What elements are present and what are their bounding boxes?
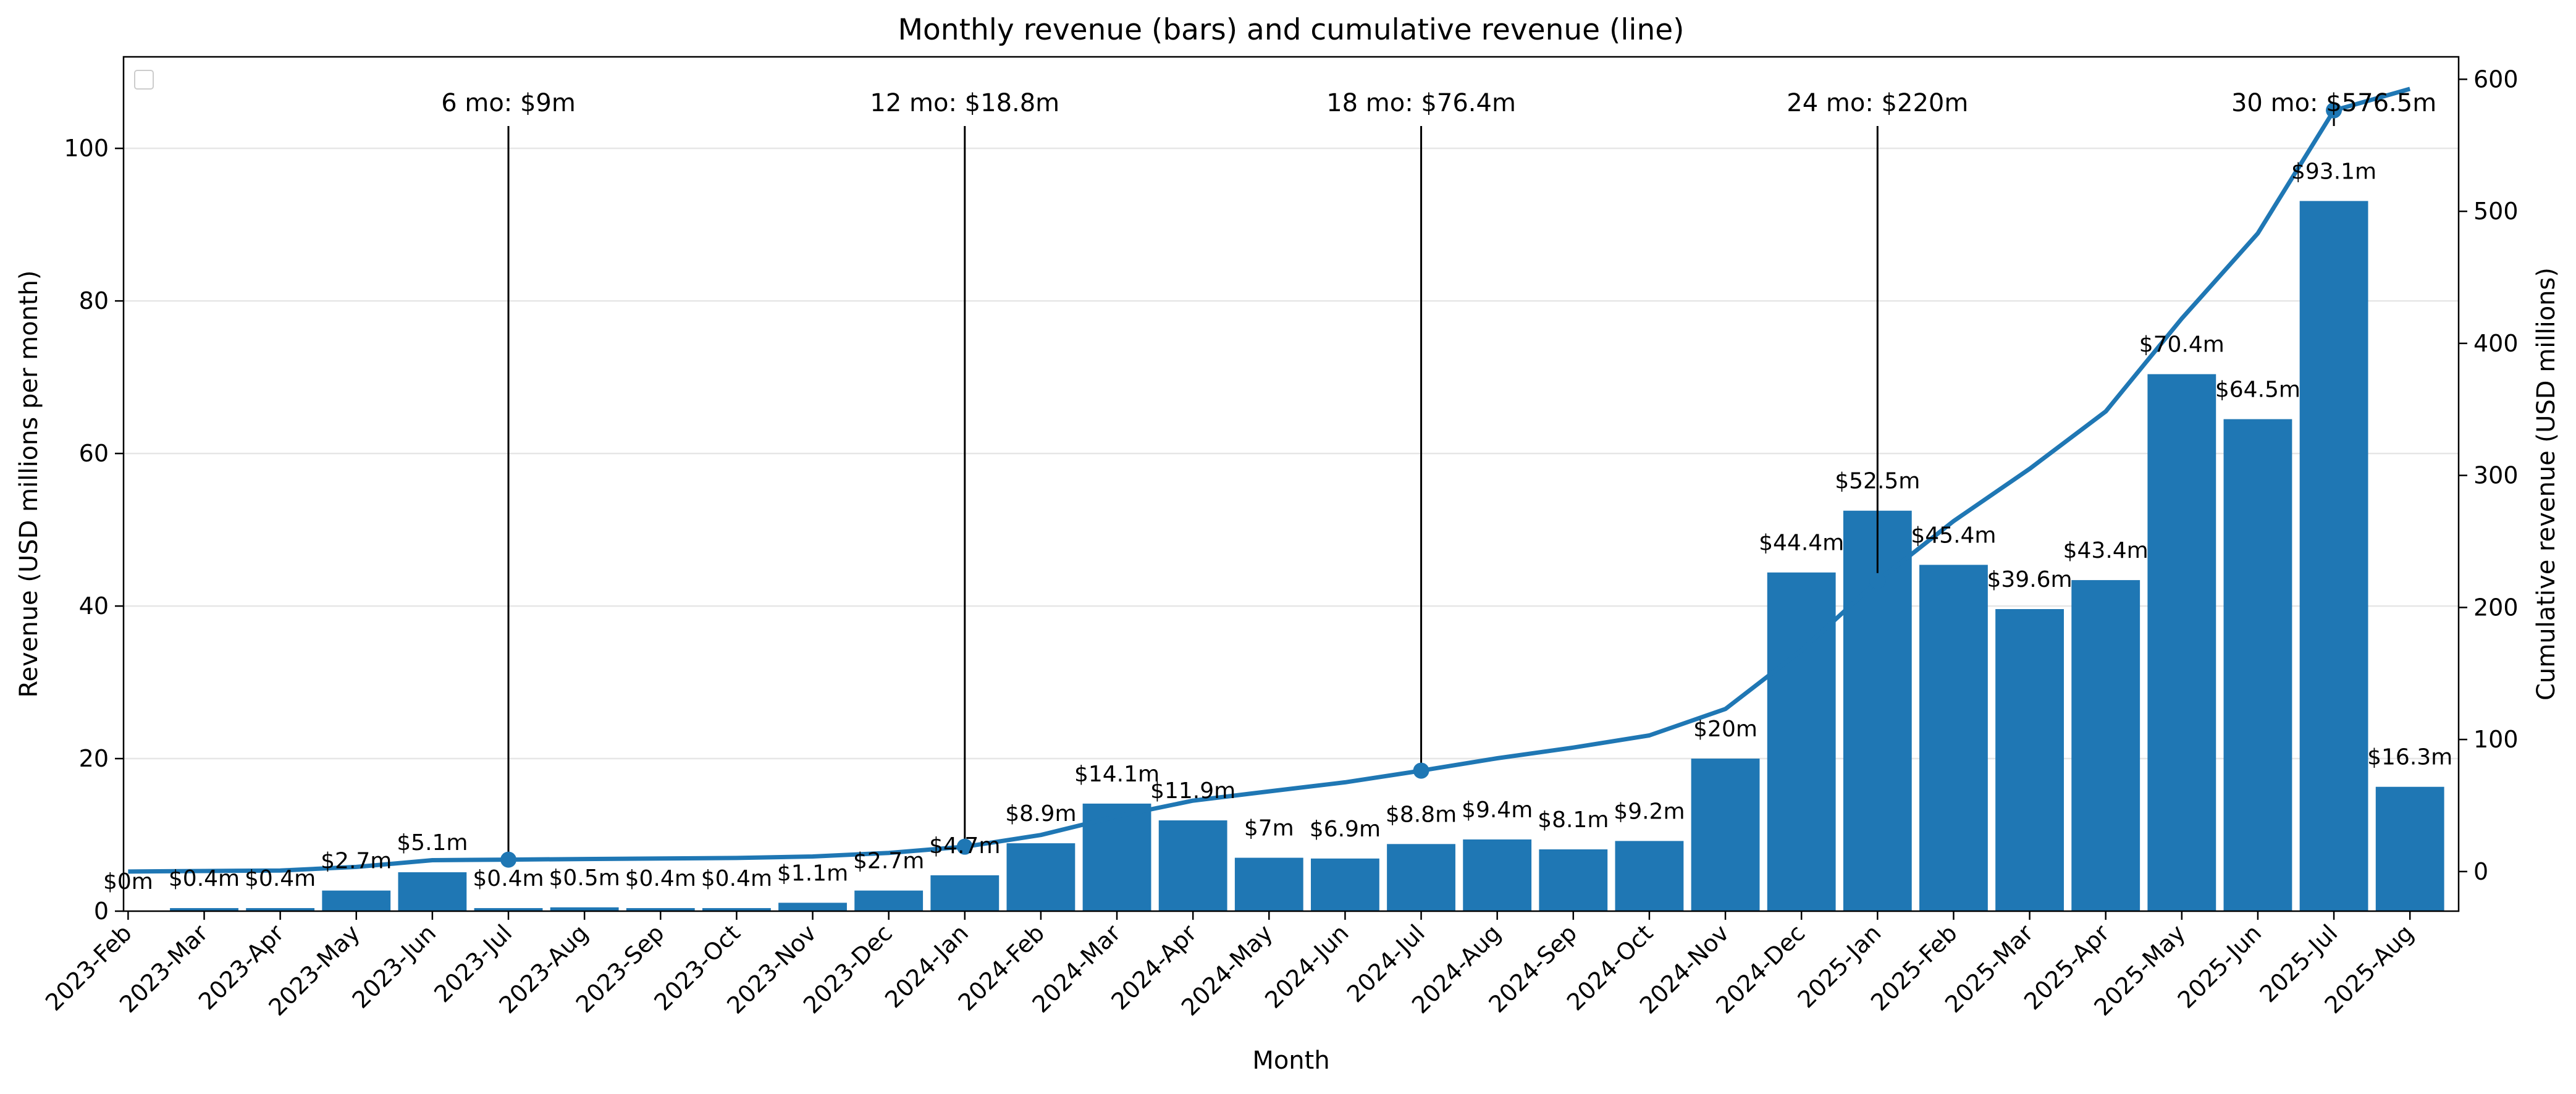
bar-2024-Oct — [1615, 841, 1684, 911]
bar-2024-Mar — [1082, 803, 1151, 911]
annotation-label: 30 mo: $576.5m — [2231, 89, 2436, 117]
bar-2025-Feb — [1919, 565, 1988, 911]
milestone-marker — [1413, 762, 1429, 779]
bar-2024-Jun — [1311, 858, 1379, 911]
bar-value-label: $43.4m — [2063, 538, 2149, 563]
y2-tick-label: 100 — [2473, 726, 2519, 753]
bar-2025-Apr — [2071, 580, 2140, 911]
bar-series — [170, 201, 2444, 912]
annotation-label: 24 mo: $220m — [1787, 89, 1968, 117]
bar-value-label: $39.6m — [1987, 567, 2072, 592]
bar-value-label: $11.9m — [1150, 778, 1235, 804]
bar-2025-Jun — [2223, 419, 2292, 911]
bar-2025-Mar — [1995, 609, 2064, 911]
y2-tick-label: 500 — [2473, 198, 2519, 225]
y-tick-label: 100 — [64, 135, 109, 162]
y2-axis-label: Cumulative revenue (USD millions) — [2532, 267, 2561, 701]
bar-2025-Aug — [2375, 786, 2444, 911]
y2-tick-label: 600 — [2473, 65, 2519, 93]
bar-2024-Feb — [1006, 843, 1075, 911]
bar-value-label: $0m — [103, 869, 153, 894]
annotation-label: 12 mo: $18.8m — [870, 89, 1059, 117]
milestone-marker — [1869, 573, 1886, 589]
bar-2025-May — [2147, 374, 2216, 911]
y-tick-label: 20 — [79, 745, 109, 772]
annotation-label: 6 mo: $9m — [441, 89, 576, 117]
x-axis-label: Month — [1252, 1046, 1329, 1075]
bar-value-label: $8.8m — [1386, 802, 1457, 827]
bar-value-label: $0.4m — [625, 866, 696, 891]
bar-value-label: $70.4m — [2139, 332, 2225, 358]
bar-value-label: $6.9m — [1310, 817, 1381, 842]
legend-box — [134, 70, 154, 90]
bar-value-label: $5.1m — [397, 830, 468, 856]
bar-value-label: $9.4m — [1462, 797, 1533, 823]
bar-value-label: $44.4m — [1759, 531, 1844, 556]
bar-value-label: $9.2m — [1614, 799, 1685, 824]
bar-value-label: $16.3m — [2367, 745, 2452, 770]
gridlines — [124, 147, 2459, 760]
bar-2023-Nov — [778, 903, 847, 911]
milestone-marker — [956, 838, 973, 855]
bar-2024-Aug — [1463, 839, 1532, 911]
bar-2023-Jun — [398, 872, 467, 911]
bar-value-label: $0.4m — [169, 866, 240, 891]
y-tick-label: 60 — [79, 440, 109, 467]
bar-value-label: $8.9m — [1005, 801, 1076, 827]
bar-value-label: $64.5m — [2215, 377, 2300, 403]
y2-tick-label: 200 — [2473, 594, 2519, 621]
chart-title: Monthly revenue (bars) and cumulative re… — [898, 13, 1685, 47]
bar-2023-Sep — [626, 908, 695, 911]
bar-2024-Jan — [930, 875, 1000, 911]
bar-value-label: $2.7m — [853, 849, 924, 874]
bar-value-label: $2.7m — [321, 849, 392, 874]
bar-value-label: $0.5m — [549, 865, 620, 891]
bar-value-label: $0.4m — [473, 866, 544, 891]
bar-2024-May — [1234, 857, 1303, 911]
annotation-label: 18 mo: $76.4m — [1326, 89, 1516, 117]
y-tick-label: 0 — [94, 898, 109, 925]
y2-tick-label: 0 — [2473, 858, 2488, 885]
bar-value-label: $14.1m — [1074, 762, 1160, 787]
bar-value-label: $20m — [1693, 717, 1757, 742]
bar-2023-Jul — [474, 908, 543, 911]
bar-value-label: $93.1m — [2291, 159, 2376, 184]
bar-2023-May — [322, 890, 391, 911]
bar-value-label: $8.1m — [1538, 807, 1609, 833]
milestone-marker — [500, 851, 517, 868]
bar-2024-Jul — [1387, 844, 1455, 911]
bar-value-label: $0.4m — [245, 866, 316, 891]
bar-2023-Dec — [854, 890, 924, 911]
bar-value-label: $0.4m — [701, 866, 772, 891]
bar-2023-Mar — [170, 908, 238, 911]
bar-2023-Apr — [246, 908, 315, 911]
milestone-annotations: 6 mo: $9m 12 mo: $18.8m 18 mo: $76.4m 24 mo… — [441, 89, 2436, 868]
y-tick-label: 80 — [79, 287, 109, 314]
bar-2024-Nov — [1691, 759, 1760, 911]
y2-tick-label: 400 — [2473, 330, 2519, 357]
bar-value-label: $45.4m — [1911, 523, 1996, 548]
bar-value-labels: $0m $0.4m $0.4m$2.7m$5.1m$0.4m $0.5m $0.4m $0… — [103, 159, 2452, 894]
y2-tick-label: 300 — [2473, 462, 2519, 489]
y-axis-label: Revenue (USD millions per month) — [15, 270, 43, 697]
y-tick-label: 40 — [79, 592, 109, 620]
bar-2024-Apr — [1158, 820, 1227, 911]
bar-2023-Aug — [550, 907, 619, 911]
bar-value-label: $52.5m — [1835, 469, 1920, 494]
milestone-marker — [2326, 102, 2342, 119]
bar-value-label: $7m — [1244, 816, 1294, 841]
bar-2023-Oct — [702, 908, 771, 911]
plot-frame — [122, 56, 2460, 912]
bar-2024-Dec — [1767, 572, 1836, 911]
bar-value-label: $4.7m — [929, 833, 1000, 859]
bar-value-label: $1.1m — [777, 860, 848, 886]
bar-2024-Sep — [1539, 849, 1608, 911]
bar-2025-Jul — [2299, 201, 2368, 912]
